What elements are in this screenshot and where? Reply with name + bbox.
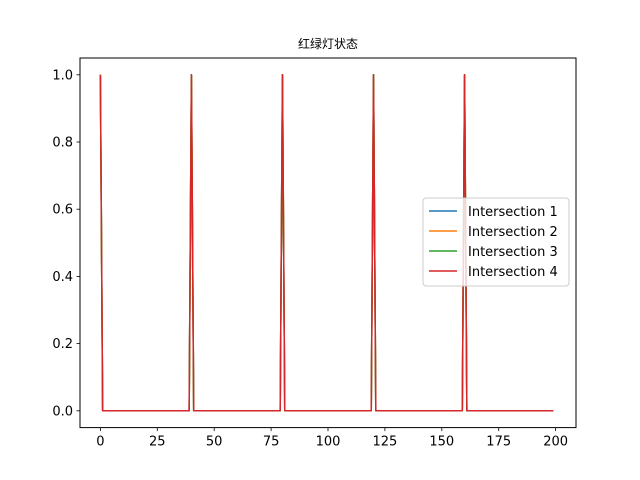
y-tick-label: 0.4 [52, 270, 73, 285]
y-tick-label: 0.0 [52, 404, 73, 419]
x-tick-label: 200 [543, 435, 568, 450]
x-tick-label: 25 [149, 435, 166, 450]
x-axis: 0 25 50 75 100 125 150 175 200 [96, 427, 568, 450]
x-tick-label: 125 [372, 435, 397, 450]
x-tick-label: 175 [486, 435, 511, 450]
x-tick-label: 75 [263, 435, 280, 450]
y-tick-label: 0.6 [52, 203, 73, 218]
y-tick-label: 0.2 [52, 337, 73, 352]
x-tick-label: 50 [206, 435, 223, 450]
y-tick-label: 0.8 [52, 136, 73, 151]
y-tick-label: 1.0 [52, 68, 73, 83]
x-tick-label: 150 [429, 435, 454, 450]
legend-label: Intersection 3 [468, 245, 558, 260]
legend-box [422, 197, 570, 287]
series-layer [99, 74, 554, 412]
x-tick-label: 100 [316, 435, 341, 450]
series-line-4 [99, 74, 554, 412]
legend: Intersection 1 Intersection 2 Intersection… [422, 197, 570, 287]
legend-label: Intersection 4 [468, 265, 558, 280]
x-tick-label: 0 [96, 435, 104, 450]
chart-title: 红绿灯状态 [298, 36, 358, 51]
legend-label: Intersection 2 [468, 225, 558, 240]
legend-label: Intersection 1 [468, 205, 558, 220]
y-axis: 0.0 0.2 0.4 0.6 0.8 1.0 [52, 68, 80, 419]
